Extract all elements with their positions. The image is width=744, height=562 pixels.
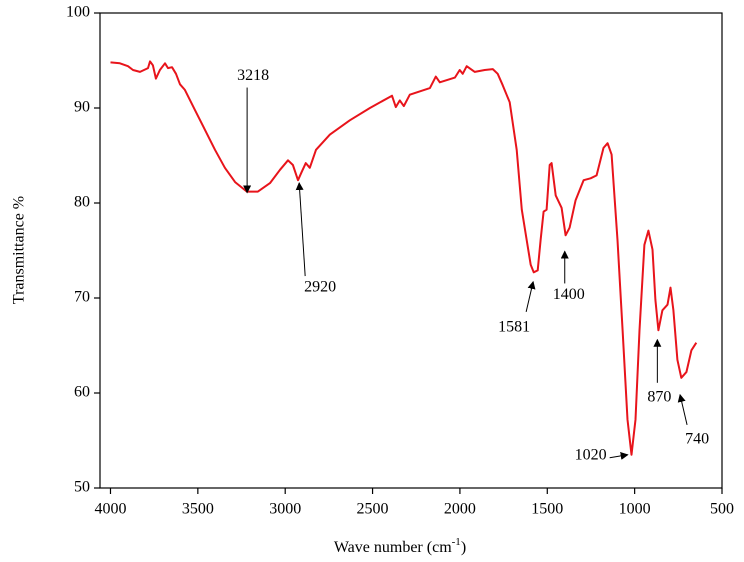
plot-frame bbox=[99, 12, 723, 489]
annotation-arrow bbox=[525, 280, 536, 312]
annotation-arrow bbox=[677, 393, 688, 426]
annotation-label: 1400 bbox=[553, 286, 585, 303]
annotation-label: 870 bbox=[647, 388, 671, 405]
x-axis-label-sup: -1 bbox=[452, 536, 461, 548]
y-tick-label: 90 bbox=[74, 99, 90, 116]
x-tick-label: 3000 bbox=[269, 501, 301, 518]
x-axis-label-end: ) bbox=[461, 539, 466, 556]
x-tick-label: 500 bbox=[710, 501, 734, 518]
y-axis-label: Transmittance % bbox=[11, 196, 28, 304]
y-tick-label: 80 bbox=[74, 194, 90, 211]
annotation-label: 740 bbox=[685, 431, 709, 448]
x-tick-label: 2000 bbox=[444, 501, 476, 518]
y-tick-label: 100 bbox=[66, 4, 90, 21]
x-tick-label: 4000 bbox=[94, 501, 126, 518]
annotation-label: 1020 bbox=[575, 446, 607, 463]
y-tick-label: 60 bbox=[74, 384, 90, 401]
annotation-label: 2920 bbox=[304, 279, 336, 296]
annotation-arrow bbox=[295, 182, 306, 277]
y-tick-label: 50 bbox=[74, 479, 90, 496]
x-axis-label: Wave number (cm-1) bbox=[334, 536, 466, 556]
spectrum-line bbox=[110, 60, 698, 456]
annotation-label: 1581 bbox=[498, 319, 530, 336]
annotation-arrow bbox=[609, 451, 629, 460]
x-tick-label: 1500 bbox=[531, 501, 563, 518]
y-tick-label: 70 bbox=[74, 289, 90, 306]
x-tick-label: 3500 bbox=[182, 501, 214, 518]
x-tick-label: 1000 bbox=[619, 501, 651, 518]
x-tick-label: 2500 bbox=[357, 501, 389, 518]
annotation-label: 3218 bbox=[237, 67, 269, 84]
x-axis-label-main: Wave number (cm bbox=[334, 539, 452, 556]
